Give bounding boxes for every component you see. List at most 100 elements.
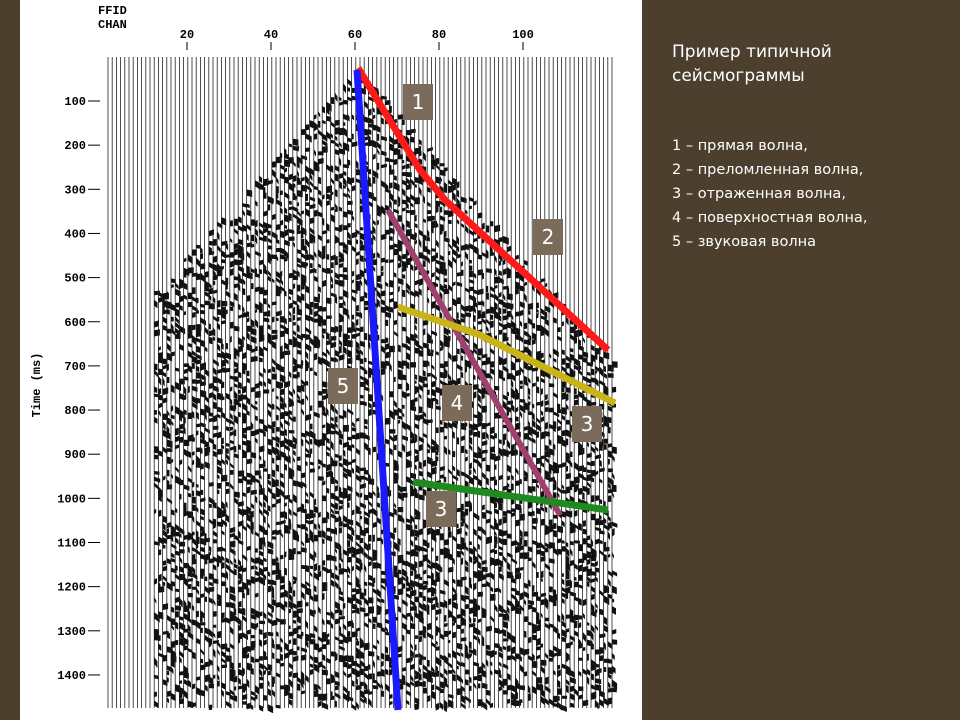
caption-title: Пример типичной сейсмограммы: [672, 42, 832, 86]
time-tick-label: 1000: [57, 492, 86, 506]
time-tick-label: 1300: [57, 625, 86, 639]
trace-wiggles: [595, 347, 602, 710]
trace-wiggles: [301, 128, 308, 695]
trace-wiggles: [439, 163, 446, 711]
trace-wiggles: [343, 83, 350, 703]
time-tick-label: 600: [64, 316, 86, 330]
trace-wiggles: [238, 216, 245, 690]
trace-wiggles: [221, 217, 228, 698]
trace-wiggles: [200, 246, 207, 697]
time-tick-label: 1400: [57, 669, 86, 683]
trace-wiggles: [481, 222, 488, 711]
channel-tick-label: 40: [264, 28, 278, 42]
trace-wiggles: [469, 197, 476, 692]
trace-wiggles: [536, 280, 543, 691]
trace-wiggles: [213, 239, 219, 679]
trace-wiggles: [435, 158, 442, 711]
trace-wiggles: [473, 200, 480, 690]
time-tick-label: 100: [64, 95, 86, 109]
wave-3a-line: [396, 303, 617, 407]
trace-wiggles: [267, 179, 274, 714]
trace-wiggles: [397, 114, 404, 691]
trace-wiggles: [490, 221, 497, 709]
channel-tick-label: 20: [180, 28, 194, 42]
header-chan: CHAN: [98, 18, 127, 32]
trace-wiggles: [297, 145, 303, 691]
wave-label: 4: [451, 391, 464, 415]
trace-wiggles: [414, 147, 421, 711]
caption-item: 1 – прямая волна,: [672, 138, 808, 154]
trace-wiggles: [372, 85, 379, 690]
trace-wiggles: [368, 81, 375, 708]
time-tick-label: 1200: [57, 581, 86, 595]
trace-wiggles: [570, 312, 576, 708]
trace-wiggles: [523, 259, 530, 677]
wave-label-box: [426, 491, 456, 527]
trace-wiggles: [229, 220, 236, 701]
trace-wiggles: [511, 260, 518, 707]
time-tick-label: 1100: [57, 537, 86, 551]
wave-label: 2: [542, 225, 555, 249]
trace-wiggles: [557, 327, 564, 711]
wave-5-line: [353, 69, 402, 711]
caption-item: 3 – отраженная волна,: [672, 186, 846, 202]
trace-wiggles: [612, 361, 618, 693]
caption: Пример типичной сейсмограммы 1 – прямая …: [672, 40, 942, 254]
wave-label: 1: [412, 90, 425, 114]
channel-tick-label: 60: [348, 28, 362, 42]
trace-wiggles: [284, 147, 291, 697]
caption-item: 2 – преломленная волна,: [672, 162, 864, 178]
wave-lines: [353, 66, 617, 711]
trace-wiggles: [486, 225, 492, 707]
trace-wiggles: [603, 351, 610, 707]
wave-3b-line: [412, 478, 609, 514]
wave-label-box: [328, 368, 358, 404]
trace-wiggles: [410, 128, 417, 687]
wave-label: 3: [435, 497, 448, 521]
trace-wiggles: [418, 139, 425, 688]
caption-item: 5 – звуковая волна: [672, 234, 816, 250]
time-tick-label: 500: [64, 272, 86, 286]
trace-wiggles: [519, 265, 526, 703]
channel-tick-label: 100: [512, 28, 534, 42]
trace-wiggles: [322, 106, 329, 710]
wave-label-box: [533, 219, 563, 255]
time-tick-label: 200: [64, 139, 86, 153]
trace-wiggles: [192, 249, 198, 708]
channel-tick-label: 80: [432, 28, 446, 42]
trace-wiggles: [217, 221, 224, 687]
trace-wiggles: [515, 254, 522, 707]
trace-wiggles: [183, 257, 190, 699]
trace-wiggles: [582, 336, 589, 707]
trace-wiggles: [360, 78, 366, 704]
trace-wiggles: [288, 143, 295, 706]
trace-wiggles: [565, 308, 572, 694]
trace-wiggles: [561, 303, 568, 712]
trace-wiggles: [259, 175, 265, 712]
trace-wiggles: [158, 291, 165, 659]
trace-wiggles: [406, 129, 412, 706]
trace-wiggles: [427, 147, 434, 703]
wave-label-box: [572, 406, 602, 442]
trace-wiggles: [502, 235, 509, 695]
wave-label-box: [442, 385, 472, 421]
time-tick-label: 300: [64, 183, 86, 197]
time-axis-label: Time (ms): [30, 353, 44, 418]
trace-wiggles: [385, 100, 392, 693]
trace-wiggles: [339, 96, 345, 663]
time-tick-label: 700: [64, 360, 86, 374]
caption-item: 4 – поверхностная волна,: [672, 210, 868, 226]
trace-wiggles: [280, 152, 286, 690]
wave-label-box: [403, 84, 433, 120]
trace-wiggles: [330, 97, 337, 701]
header-ffid: FFID: [98, 4, 127, 18]
trace-wiggles: [246, 189, 253, 710]
trace-wiggles: [305, 124, 312, 683]
time-tick-label: 800: [64, 404, 86, 418]
wave-1-line: [355, 66, 611, 353]
time-tick-label: 400: [64, 227, 86, 241]
trace-wiggles: [456, 181, 463, 696]
trace-wiggles: [444, 167, 450, 713]
